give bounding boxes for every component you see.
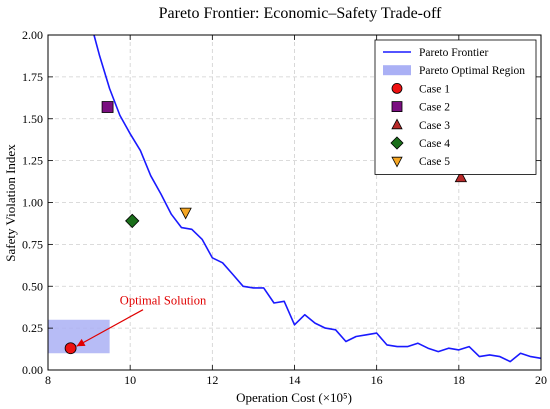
case-1-marker (64, 342, 77, 355)
chart-title: Pareto Frontier: Economic–Safety Trade-o… (159, 5, 442, 22)
legend-entry-label: Pareto Optimal Region (419, 65, 525, 77)
case-4-marker (125, 213, 140, 229)
legend-case-5-swatch (391, 156, 403, 168)
legend-entry-label: Pareto Frontier (419, 47, 488, 59)
x-axis-ticks: 8 10 12 14 16 18 20 (45, 35, 547, 387)
case-5-marker (179, 207, 192, 220)
y-tick-label: 0.50 (22, 279, 43, 293)
legend-entry-label: Case 3 (419, 120, 450, 132)
y-tick-label: 0.75 (22, 237, 43, 251)
y-tick-label: 2.00 (22, 28, 43, 42)
legend-case-1-swatch (391, 83, 403, 94)
case-2-marker (101, 101, 114, 113)
annotation-arrow-head (76, 338, 86, 347)
y-tick-label: 0.25 (22, 321, 43, 335)
legend-entry-label: Case 2 (419, 102, 450, 114)
x-tick-label: 8 (45, 373, 51, 387)
annotation-arrow-line (76, 309, 144, 347)
legend-case-2-swatch (391, 101, 403, 112)
y-axis-ticks: 0.00 0.25 0.50 0.75 1.00 1.25 1.50 1.75 2.00 (22, 28, 541, 377)
legend-entry-label: Case 5 (419, 156, 450, 168)
legend-case-3-swatch (391, 118, 403, 130)
x-tick-label: 12 (206, 373, 218, 387)
pareto-region-layer (48, 319, 110, 354)
frontier-layer (93, 34, 542, 363)
x-tick-label: 16 (371, 373, 383, 387)
y-tick-label: 1.50 (22, 112, 43, 126)
y-tick-label: 0.00 (22, 363, 43, 377)
pareto-frontier-line (93, 34, 542, 363)
legend-region-swatch (383, 65, 411, 76)
y-tick-label: 1.00 (22, 196, 43, 210)
y-axis-label: Safety Violation Index (3, 144, 18, 262)
legend-entry-label: Case 1 (419, 83, 450, 95)
legend-entry-label: Case 4 (419, 138, 450, 150)
y-tick-label: 1.25 (22, 154, 43, 168)
legend-case-4-swatch (390, 136, 404, 150)
legend: Pareto Frontier Pareto Optimal Region Case… (374, 39, 537, 175)
case-3-marker (454, 170, 468, 183)
x-axis-label: Operation Cost (×10⁵) (236, 390, 352, 405)
annotation-text: Optimal Solution (120, 294, 207, 308)
x-tick-label: 14 (289, 373, 301, 387)
case-markers-layer (64, 101, 468, 355)
x-tick-label: 10 (124, 373, 136, 387)
x-tick-label: 20 (535, 373, 547, 387)
y-tick-label: 1.75 (22, 70, 43, 84)
x-tick-label: 18 (453, 373, 465, 387)
annotation-layer: Optimal Solution (76, 294, 207, 347)
pareto-optimal-region (48, 319, 110, 354)
